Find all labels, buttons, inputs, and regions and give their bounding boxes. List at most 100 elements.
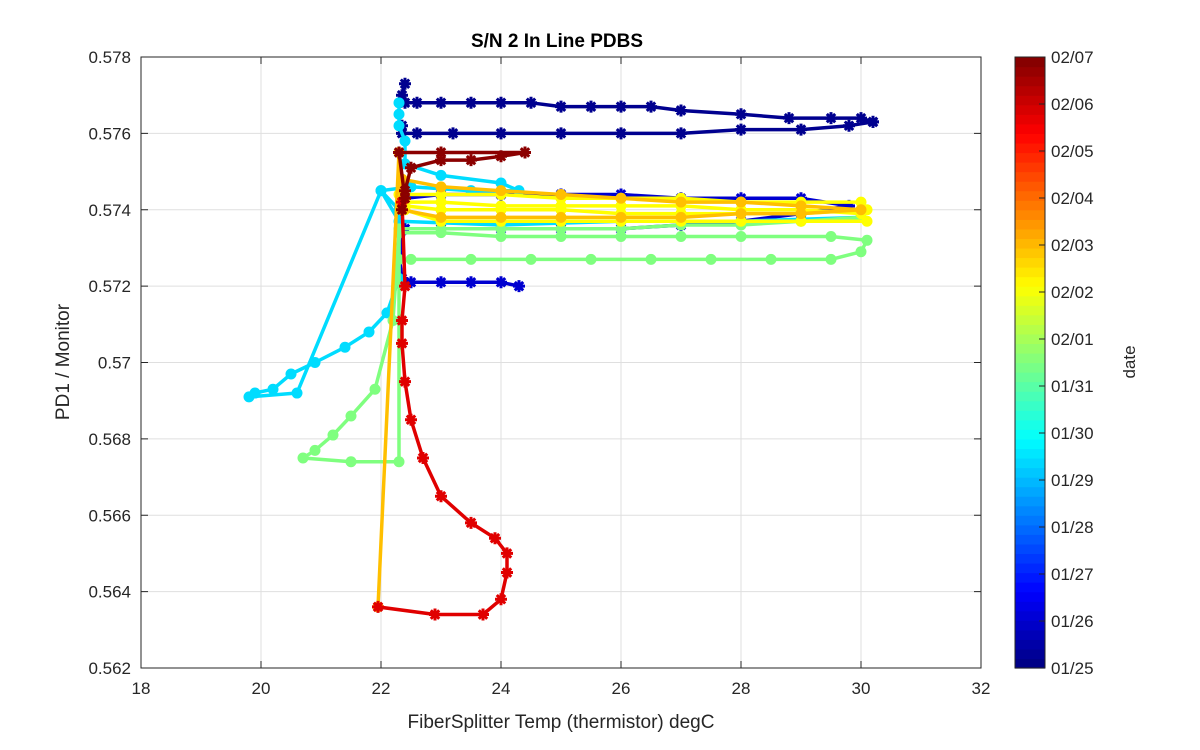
- colorbar-label: date: [1120, 345, 1139, 378]
- data-point: [825, 112, 837, 125]
- data-point: [555, 200, 567, 212]
- data-point: [429, 608, 441, 621]
- colorbar-segment: [1015, 562, 1045, 574]
- colorbar-segment: [1015, 572, 1045, 583]
- colorbar-segment: [1015, 276, 1045, 287]
- data-point: [555, 230, 567, 242]
- series-line: [377, 202, 509, 617]
- data-point: [735, 230, 747, 242]
- colorbar-segment: [1015, 219, 1045, 230]
- data-point: [435, 490, 447, 503]
- data-point: [519, 146, 531, 159]
- colorbar-segment: [1015, 620, 1045, 631]
- data-point: [555, 100, 567, 113]
- data-point: [435, 223, 447, 235]
- data-point: [435, 96, 447, 109]
- colorbar-segment: [1015, 247, 1045, 259]
- data-point: [615, 100, 627, 113]
- data-point: [393, 97, 405, 109]
- data-point: [735, 215, 747, 227]
- data-point: [393, 120, 405, 132]
- data-point: [585, 100, 597, 113]
- data-point: [399, 192, 411, 205]
- data-point: [309, 357, 321, 368]
- data-point: [435, 276, 447, 289]
- y-tick-label: 0.576: [88, 124, 131, 143]
- colorbar-tick-label: 01/31: [1051, 377, 1094, 396]
- data-point: [417, 452, 429, 464]
- data-point: [525, 96, 537, 109]
- data-point: [843, 119, 855, 132]
- data-point: [396, 203, 408, 216]
- colorbar-segment: [1015, 486, 1045, 497]
- colorbar-segment: [1015, 429, 1045, 440]
- x-tick-label: 28: [732, 679, 751, 698]
- colorbar-segment: [1015, 324, 1045, 335]
- colorbar-tick-label: 02/05: [1051, 142, 1094, 161]
- data-point: [675, 196, 687, 208]
- data-point: [372, 600, 384, 613]
- colorbar-segment: [1015, 200, 1045, 211]
- data-point: [393, 456, 405, 468]
- data-point: [477, 608, 489, 621]
- colorbar-segment: [1015, 295, 1045, 306]
- colorbar-segment: [1015, 391, 1045, 402]
- chart-title: S/N 2 In Line PDBS: [471, 31, 643, 52]
- colorbar-tick-label: 02/06: [1051, 95, 1094, 114]
- colorbar-segment: [1015, 171, 1045, 182]
- data-point: [405, 413, 417, 426]
- data-point: [399, 184, 411, 197]
- colorbar-tick-label: 02/03: [1051, 236, 1094, 255]
- data-point: [615, 127, 627, 140]
- x-tick-label: 30: [852, 679, 871, 698]
- data-point: [555, 223, 567, 235]
- colorbar-segment: [1015, 57, 1045, 68]
- data-point: [345, 456, 357, 468]
- data-point: [735, 196, 747, 208]
- colorbar-tick-label: 02/07: [1051, 48, 1094, 67]
- data-point: [795, 215, 807, 227]
- data-point: [783, 112, 795, 125]
- data-point: [615, 230, 627, 242]
- data-point: [267, 383, 279, 395]
- colorbar-segment: [1015, 76, 1045, 87]
- data-point: [735, 123, 747, 136]
- data-point: [399, 135, 411, 147]
- data-point: [825, 230, 837, 242]
- colorbar-segment: [1015, 610, 1045, 621]
- colorbar-segment: [1015, 438, 1045, 450]
- data-point: [501, 547, 513, 560]
- colorbar-segment: [1015, 582, 1045, 593]
- data-point: [447, 127, 459, 140]
- colorbar-segment: [1015, 228, 1045, 239]
- colorbar-segment: [1015, 467, 1045, 478]
- colorbar-segment: [1015, 104, 1045, 115]
- y-tick-label: 0.566: [88, 506, 131, 525]
- data-point: [513, 280, 525, 293]
- data-point: [291, 387, 303, 399]
- x-tick-label: 18: [132, 679, 151, 698]
- data-point: [411, 127, 423, 140]
- data-point: [645, 253, 657, 265]
- data-point: [495, 200, 507, 212]
- colorbar-segment: [1015, 639, 1045, 650]
- data-point: [495, 127, 507, 140]
- data-point: [825, 253, 837, 265]
- x-tick-label: 24: [492, 679, 511, 698]
- data-point: [396, 337, 408, 350]
- colorbar-segment: [1015, 648, 1045, 660]
- data-point: [465, 96, 477, 109]
- data-point: [411, 96, 423, 109]
- data-point: [615, 223, 627, 235]
- colorbar-segment: [1015, 362, 1045, 373]
- data-point: [363, 326, 375, 338]
- data-point: [495, 96, 507, 109]
- colorbar-tick-label: 02/01: [1051, 330, 1094, 349]
- colorbar-segment: [1015, 419, 1045, 430]
- colorbar-segment: [1015, 400, 1045, 411]
- data-point: [501, 566, 513, 579]
- data-point: [435, 181, 447, 193]
- series-02-06: [393, 146, 531, 216]
- y-tick-label: 0.568: [88, 430, 131, 449]
- data-point: [735, 208, 747, 220]
